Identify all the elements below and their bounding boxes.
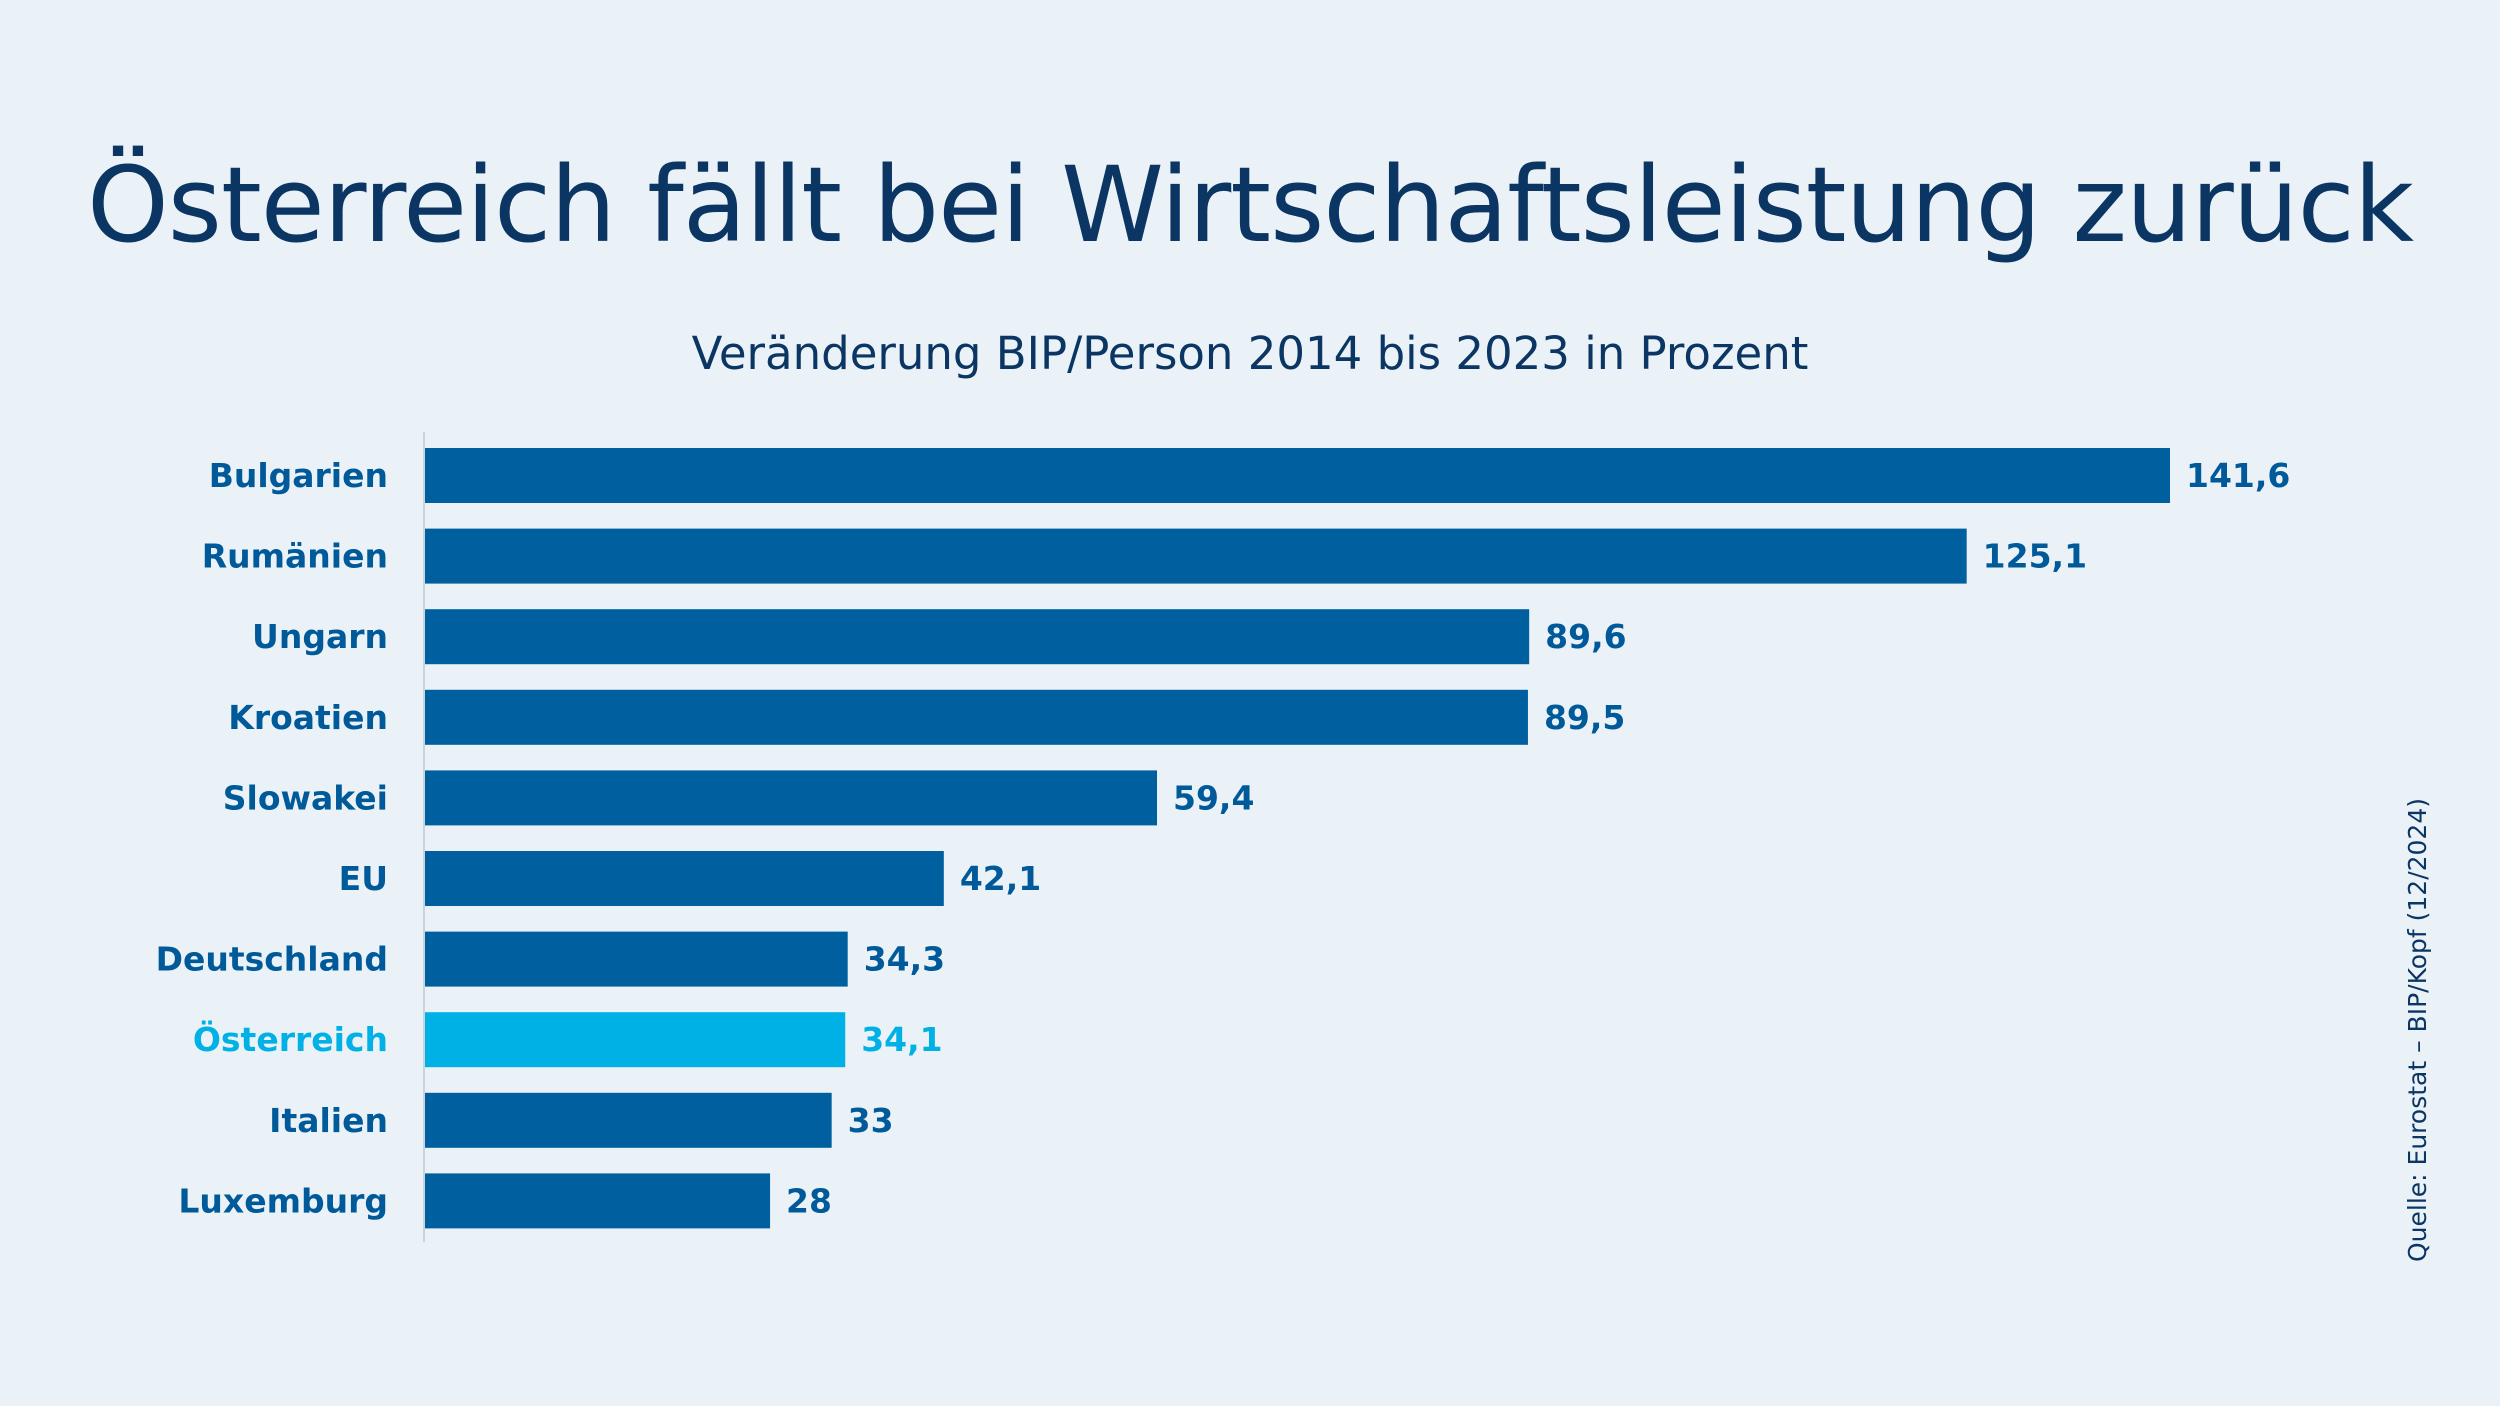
- category-label-1: Rumänien: [202, 537, 388, 576]
- value-label-7: 34,1: [861, 1020, 942, 1059]
- bar-3: [425, 689, 1528, 745]
- chart-subtitle: Veränderung BIP/Person 2014 bis 2023 in …: [691, 327, 1809, 380]
- bar-9: [425, 1173, 771, 1229]
- bar-6: [425, 931, 848, 987]
- category-label-6: Deutschland: [156, 940, 388, 979]
- source-note: Quelle: Eurostat – BIP/Kopf (12/2024): [2403, 797, 2432, 1262]
- category-label-2: Ungarn: [252, 617, 388, 656]
- chart-title: Österreich fällt bei Wirtschaftsleistung…: [86, 144, 2414, 266]
- category-label-8: Italien: [269, 1101, 388, 1140]
- value-label-0: 141,6: [2186, 456, 2290, 495]
- category-label-0: Bulgarien: [209, 456, 388, 495]
- bar-8: [425, 1092, 832, 1148]
- value-label-2: 89,6: [1545, 617, 1626, 656]
- bar-2: [425, 609, 1530, 665]
- value-label-5: 42,1: [960, 859, 1041, 898]
- bar-0: [425, 448, 2170, 503]
- bar-4: [425, 770, 1158, 826]
- value-label-4: 59,4: [1173, 778, 1254, 817]
- category-label-7: Österreich: [193, 1019, 388, 1059]
- category-label-5: EU: [339, 859, 388, 898]
- bar-7: [425, 1012, 846, 1068]
- value-label-9: 28: [786, 1181, 832, 1220]
- category-label-9: Luxemburg: [178, 1181, 388, 1220]
- value-label-6: 34,3: [864, 940, 945, 979]
- bar-5: [425, 851, 944, 906]
- category-label-4: Slowakei: [223, 778, 388, 817]
- value-label-8: 33: [848, 1101, 894, 1140]
- value-label-1: 125,1: [1983, 537, 2087, 576]
- category-label-3: Kroatien: [228, 698, 388, 737]
- bar-1: [425, 528, 1967, 584]
- value-label-3: 89,5: [1544, 698, 1625, 737]
